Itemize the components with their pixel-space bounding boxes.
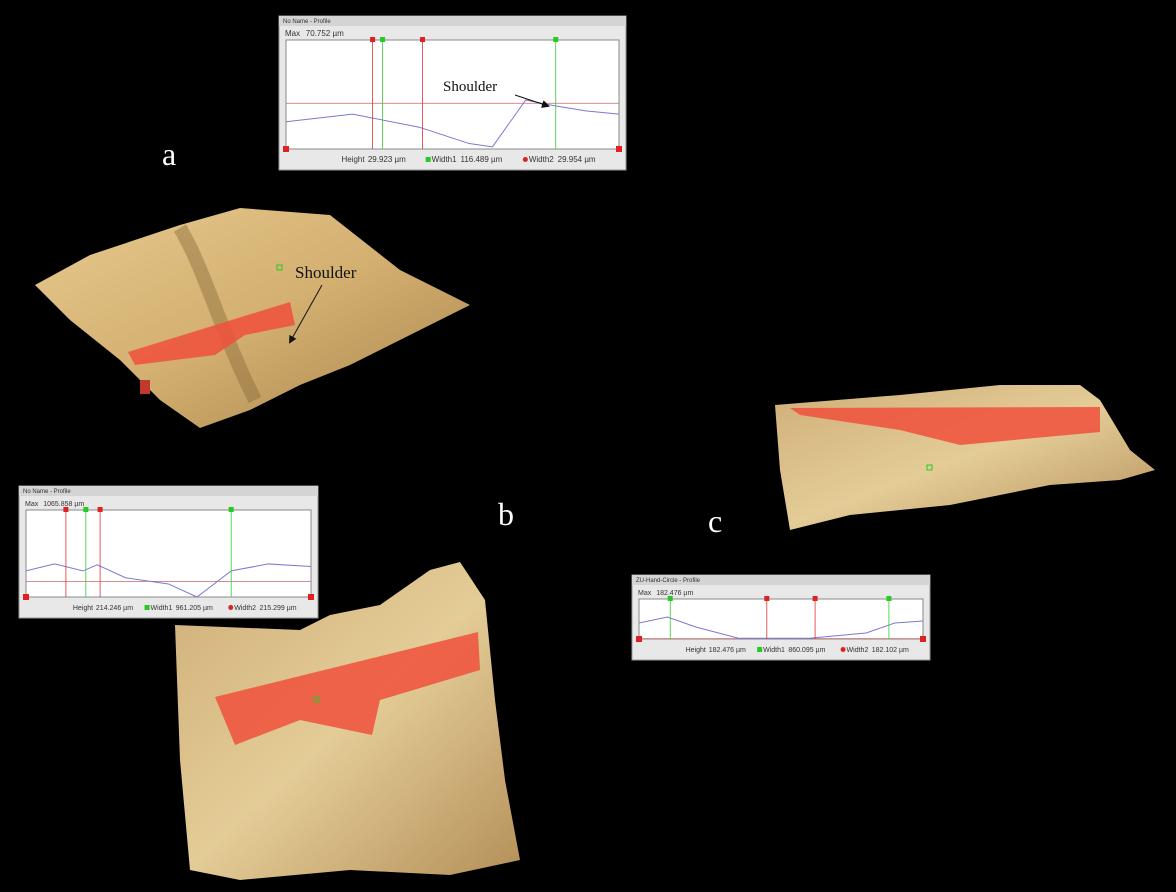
width1-label: Width1 xyxy=(151,605,173,612)
height-label: Height xyxy=(73,605,93,612)
width1-icon xyxy=(426,157,431,162)
height-value: 29.923 µm xyxy=(368,155,406,164)
corner-handle xyxy=(920,636,926,642)
annotation: Shoulder xyxy=(443,79,497,95)
figure: Shoulder a b c No Name - Profile Max 70.75… xyxy=(0,0,1176,892)
cursor-handle xyxy=(764,596,769,601)
corner-handle xyxy=(283,146,289,152)
max-label: Max xyxy=(285,29,300,38)
width1-label: Width1 xyxy=(763,647,785,654)
window-title: No Name - Profile xyxy=(283,19,331,25)
cursor-handle xyxy=(229,507,234,512)
max-value: 1065.858 µm xyxy=(43,501,84,508)
cursor-handle xyxy=(420,37,425,42)
max-value: 182.476 µm xyxy=(656,590,693,597)
max-label: Max xyxy=(25,501,39,508)
width1-value: 116.489 µm xyxy=(460,155,502,164)
plot-area xyxy=(639,599,923,639)
width2-icon xyxy=(523,157,528,162)
cursor-handle xyxy=(63,507,68,512)
width2-value: 182.102 µm xyxy=(872,647,909,654)
corner-handle xyxy=(308,594,314,600)
cursor-handle xyxy=(98,507,103,512)
height-label: Height xyxy=(341,155,365,164)
cursor-handle xyxy=(813,596,818,601)
max-value: 70.752 µm xyxy=(306,29,344,38)
width1-icon xyxy=(145,605,150,610)
width2-icon xyxy=(228,605,233,610)
width2-icon xyxy=(841,647,846,652)
width2-label: Width2 xyxy=(234,605,256,612)
width1-label: Width1 xyxy=(432,155,457,164)
annotation: Shoulder xyxy=(295,263,357,282)
corner-handle xyxy=(616,146,622,152)
cursor-handle xyxy=(380,37,385,42)
panel-label: c xyxy=(708,503,722,539)
panel-label: a xyxy=(162,136,176,172)
cursor-handle xyxy=(83,507,88,512)
width2-value: 215.299 µm xyxy=(259,605,296,612)
marker xyxy=(140,380,150,394)
width2-value: 29.954 µm xyxy=(558,155,596,164)
cursor-handle xyxy=(370,37,375,42)
height-value: 182.476 µm xyxy=(709,647,746,654)
width1-value: 860.095 µm xyxy=(788,647,825,654)
cursor-handle xyxy=(553,37,558,42)
width2-label: Width2 xyxy=(529,155,554,164)
cursor-handle xyxy=(668,596,673,601)
width1-value: 961.205 µm xyxy=(176,605,213,612)
cursor-handle xyxy=(886,596,891,601)
max-label: Max xyxy=(638,590,652,597)
width1-icon xyxy=(757,647,762,652)
corner-handle xyxy=(636,636,642,642)
height-label: Height xyxy=(686,647,706,654)
width2-label: Width2 xyxy=(847,647,869,654)
window-title: ZU-Hand-Circle - Profile xyxy=(636,578,701,584)
corner-handle xyxy=(23,594,29,600)
window-title: No Name - Profile xyxy=(23,489,71,495)
title-bar xyxy=(279,16,626,26)
panel-label: b xyxy=(498,496,514,532)
height-value: 214.246 µm xyxy=(96,605,133,612)
